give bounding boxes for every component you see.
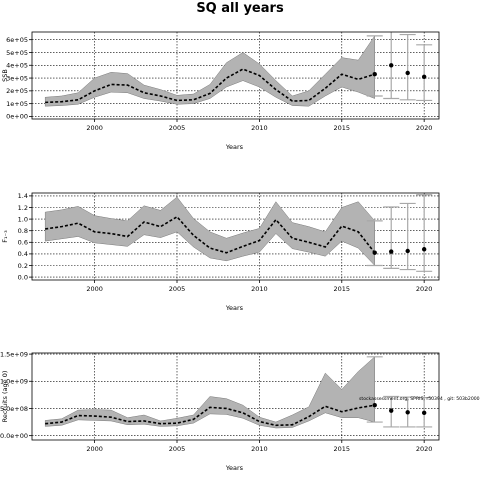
x-tick-label: 2015 [334, 285, 351, 293]
x-tick-label: 2020 [416, 124, 433, 132]
x-tick-label: 2000 [86, 124, 103, 132]
y-tick-label: 1.0e+09 [0, 378, 28, 386]
series-line [45, 404, 375, 427]
forecast-point [389, 63, 394, 68]
series-line [45, 215, 376, 254]
y-tick-label: 1.0 [18, 215, 28, 223]
recruits-panel: 2000 2005 2010 2015 2020 0.0e+00 5.0e+08 1.0e+0… [0, 350, 480, 472]
x-tick-label: 2005 [169, 445, 186, 453]
axes-frame [31, 352, 440, 441]
x-tick-label: 2020 [416, 285, 433, 293]
x-tick-label: 2020 [416, 445, 433, 453]
figure-title: SQ all years [196, 1, 284, 16]
forecast-point [372, 250, 377, 255]
y-tick-label: 1e+05 [6, 100, 28, 108]
y-tick-label: 1.2 [18, 204, 28, 212]
y-tick-label: 3e+05 [6, 74, 28, 82]
x-tick-label: 2015 [334, 124, 351, 132]
y-tick-label: 5.0e+08 [0, 405, 28, 413]
y-tick-label: 5e+05 [6, 49, 28, 57]
y-tick-label: 0.8 [18, 227, 28, 235]
x-tick-label: 2015 [334, 445, 351, 453]
forecast-point [389, 249, 394, 254]
y-tick-label: 0.0 [18, 273, 28, 281]
y-tick-label: 4e+05 [6, 62, 28, 70]
y-tick-label: 1.5e+09 [0, 350, 28, 358]
watermark-annotation: stockassessment.org, SPRIS, r50394 , git… [359, 396, 480, 402]
series-line [45, 68, 375, 104]
forecast-point [372, 72, 377, 77]
x-tick-label: 2010 [251, 124, 268, 132]
forecast-point [389, 408, 394, 413]
forecast-point [405, 410, 410, 415]
y-tick-label: 0.4 [18, 250, 28, 258]
y-tick-label: 1.4 [18, 192, 28, 200]
forecast-point [421, 74, 427, 79]
y-tick-label: 6e+05 [6, 36, 28, 44]
x-axis-label: Years [225, 304, 244, 312]
y-axis-label: Recruits (age 0) [1, 371, 9, 423]
ssb-panel: 2000 2005 2010 2015 2020 0e+00 1e+05 2e+05 3e+05… [1, 31, 440, 151]
forecast-point [421, 410, 427, 416]
y-axis-label: SSB [1, 69, 9, 82]
forecast-point [405, 70, 410, 76]
x-tick-label: 2010 [251, 445, 268, 453]
x-tick-label: 2000 [86, 285, 103, 293]
x-tick-label: 2000 [86, 445, 103, 453]
forecast-point [421, 247, 427, 252]
forecast-point [405, 248, 410, 254]
x-axis-label: Years [225, 143, 244, 151]
y-axis-label: F₁₋₃ [1, 230, 9, 243]
confidence-band [44, 35, 375, 107]
x-axis-label: Years [225, 464, 244, 472]
y-tick-label: 0.0e+00 [0, 432, 28, 440]
y-tick-label: 0e+00 [6, 113, 28, 121]
y-tick-label: 2e+05 [6, 87, 28, 95]
y-tick-label: 0.6 [18, 239, 28, 247]
f-panel: 2000 2005 2010 2015 2020 0.0 0.2 0.4 0.6 0.8 1.0 1.… [1, 192, 440, 312]
x-tick-label: 2005 [169, 285, 186, 293]
x-tick-label: 2010 [251, 285, 268, 293]
x-tick-label: 2005 [169, 124, 186, 132]
forecast-point [372, 403, 377, 408]
axes-frame [31, 192, 440, 281]
axes-frame [31, 31, 440, 120]
y-tick-label: 0.2 [18, 262, 28, 270]
